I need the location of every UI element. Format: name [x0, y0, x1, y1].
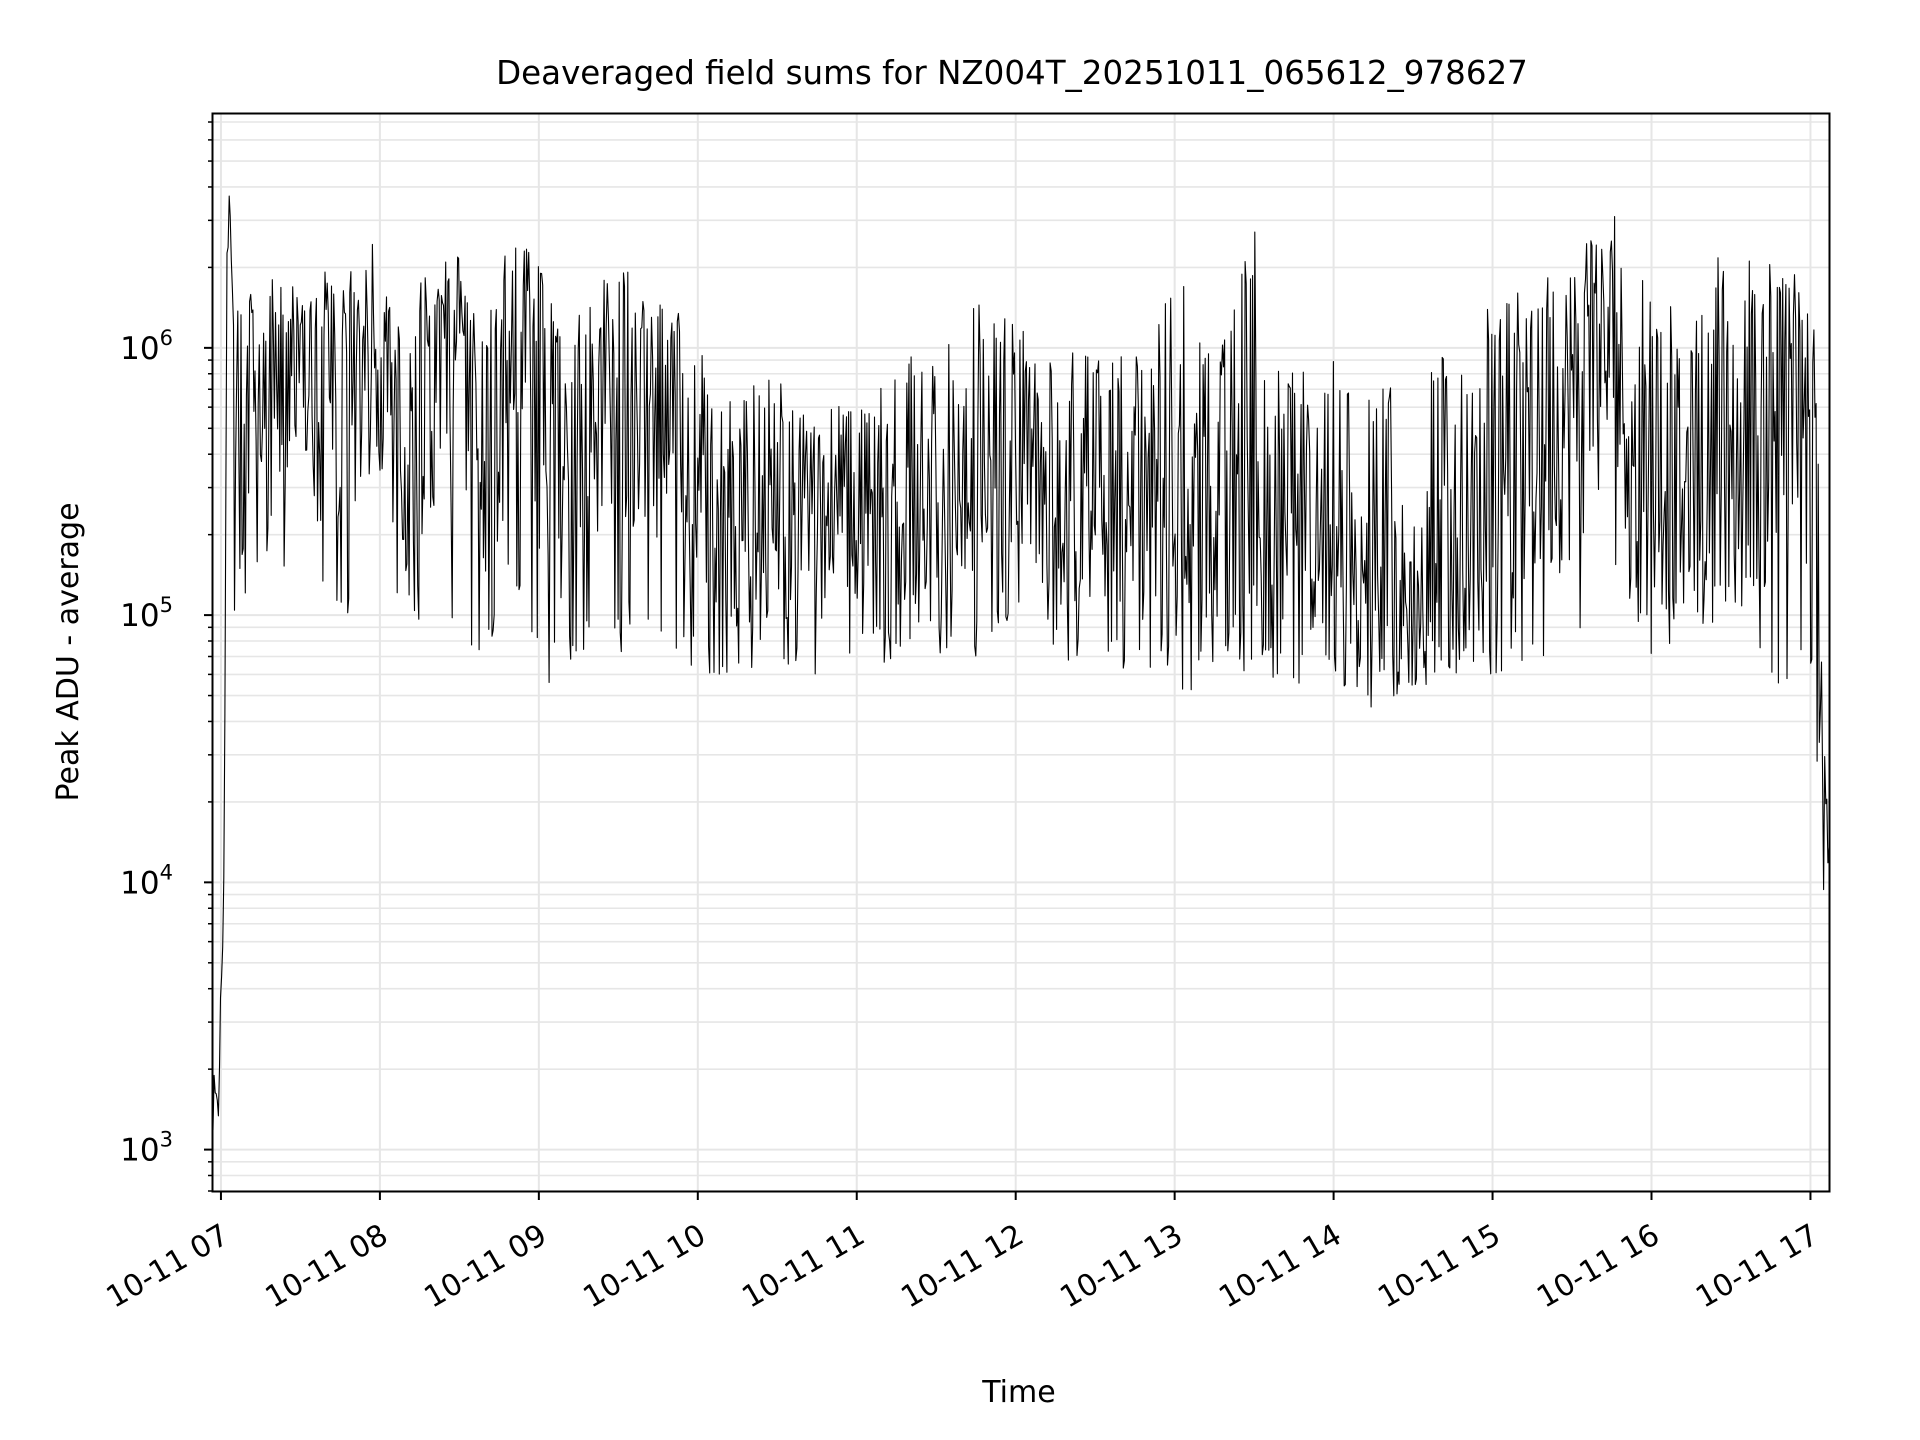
y-tick-label: 104 — [120, 860, 173, 901]
y-axis: 103 104 105 106 — [120, 121, 213, 1192]
data-layer — [212, 195, 1830, 1131]
data-series-line — [212, 195, 1830, 1131]
y-axis-label: Peak ADU - average — [51, 502, 86, 801]
plot-frame — [211, 112, 1831, 1193]
x-axis-label: Time — [981, 1375, 1055, 1410]
y-tick-label: 103 — [120, 1128, 173, 1169]
y-tick-label: 105 — [120, 593, 173, 634]
chart-title: Deaveraged field sums for NZ004T_2025101… — [496, 54, 1528, 92]
y-tick-label: 106 — [120, 326, 173, 367]
